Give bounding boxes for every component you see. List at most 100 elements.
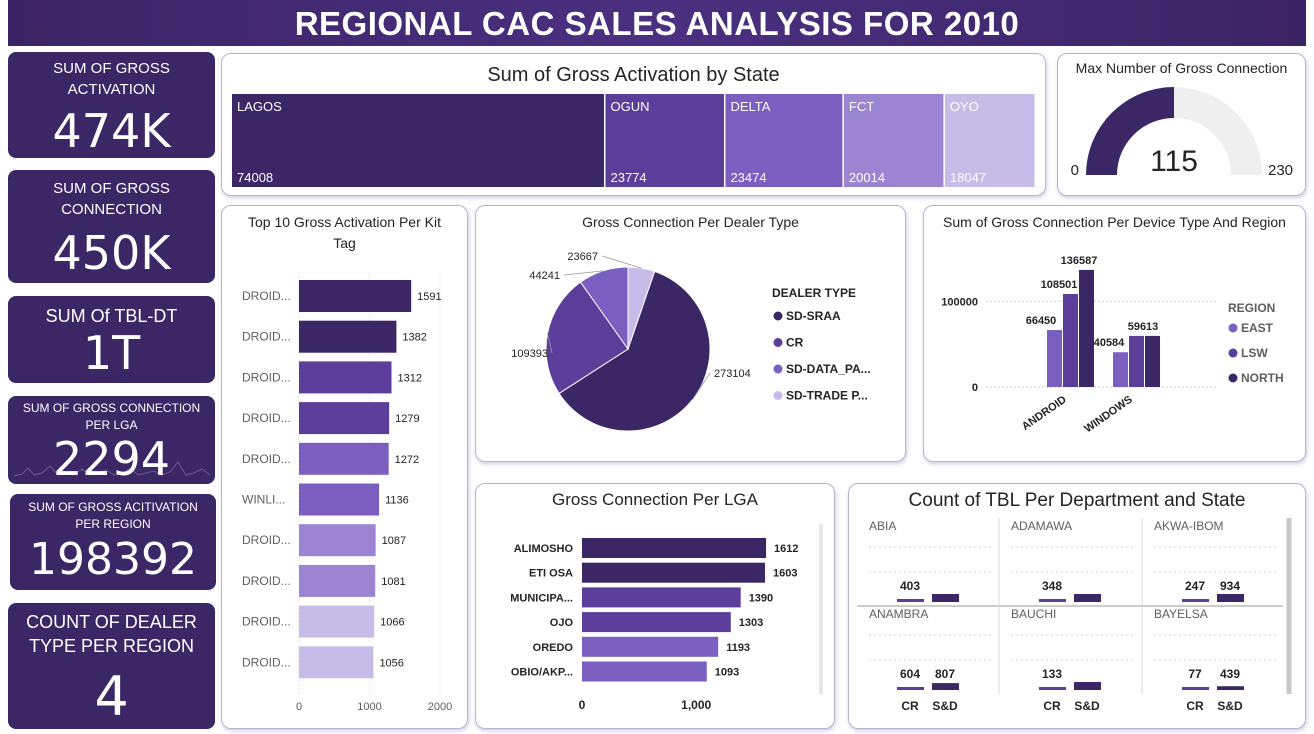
- tbl-bar: [1039, 687, 1066, 690]
- kpi-connection-per-lga[interactable]: SUM OF GROSS CONNECTION PER LGA 2294: [8, 396, 215, 484]
- kit-bar: [299, 524, 376, 557]
- treemap-card: Sum of Gross Activation by State LAGOS 74…: [221, 53, 1046, 196]
- tbl-bar: [1074, 594, 1101, 602]
- gauge-max-label: 230: [1268, 162, 1293, 179]
- leader-line: [692, 372, 711, 400]
- tbl-card: Count of TBL Per Department and State AB…: [848, 483, 1306, 729]
- data-label: 136587: [1061, 255, 1098, 267]
- kpi-label: SUM OF GROSS ACITIVATION PER REGION: [28, 500, 198, 531]
- category-label: WINLI...: [242, 493, 285, 507]
- kpi-activation-per-region[interactable]: SUM OF GROSS ACITIVATION PER REGION 1983…: [10, 494, 216, 590]
- device-bar: [1145, 335, 1160, 387]
- lga-bar: [582, 562, 766, 583]
- kpi-value: 450K: [52, 226, 171, 280]
- chart-title: Sum of Gross Connection Per Device Type …: [943, 214, 1286, 230]
- dealer-pie-card: Gross Connection Per Dealer Type 273104 1…: [475, 205, 906, 462]
- category-label: OBIO/AKP...: [511, 667, 573, 679]
- y-tick-label: 100000: [941, 296, 978, 308]
- kpi-gross-activation[interactable]: SUM OF GROSS ACTIVATION 474K: [8, 52, 215, 158]
- panel-state-label: ADAMAWA: [1011, 519, 1072, 533]
- kit-tag-card: Top 10 Gross Activation Per Kit Tag 0 100…: [221, 205, 468, 729]
- legend-item: CR: [786, 336, 804, 350]
- data-label: 1066: [380, 617, 404, 629]
- panel-state-label: BAYELSA: [1154, 607, 1208, 621]
- y-tick-label: 0: [972, 382, 978, 394]
- kit-bar: [299, 320, 397, 353]
- chart-title: Gross Connection Per LGA: [552, 490, 758, 509]
- legend-item: SD-DATA_PA...: [786, 362, 871, 376]
- kit-bar: [299, 646, 374, 679]
- data-label: 1136: [385, 495, 409, 507]
- gauge-chart: 115 0 230: [1071, 87, 1293, 179]
- legend-item: SD-TRADE P...: [786, 389, 868, 403]
- chart-title: Max Number of Gross Connection: [1075, 60, 1288, 76]
- x-category-label: S&D: [932, 699, 958, 713]
- data-label: 807: [935, 667, 955, 681]
- kpi-dealer-type-count[interactable]: COUNT OF DEALER TYPE PER REGION 4: [8, 603, 215, 729]
- kpi-label: SUM OF GROSS CONNECTION PER LGA: [22, 401, 201, 432]
- chart-title: Count of TBL Per Department and State: [908, 490, 1246, 511]
- x-category-label: CR: [1043, 699, 1061, 713]
- data-label: 66450: [1026, 315, 1057, 327]
- tbl-bar: [1217, 686, 1244, 690]
- slice-label: 44241: [529, 270, 560, 282]
- kit-tag-bar-chart: 0 1000 2000 DROID... 1591 DROID... 1382 DROID..…: [242, 272, 452, 713]
- data-label: 604: [900, 667, 920, 681]
- legend-marker: [1228, 323, 1238, 333]
- tbl-bar: [897, 687, 924, 690]
- chart-title: Top 10 Gross Activation Per Kit Tag: [248, 214, 441, 251]
- dealer-pie-chart: 273104 109393 44241 23667 DEALER TYPE SD-SRAA…: [511, 251, 871, 432]
- lga-bar: [582, 538, 767, 558]
- device-bar: [1113, 352, 1128, 387]
- kit-bar: [299, 280, 412, 312]
- kit-bar: [299, 483, 380, 516]
- data-label: 1612: [774, 543, 798, 555]
- lga-bar: [582, 661, 707, 682]
- category-label: DROID...: [242, 289, 291, 303]
- legend-title: REGION: [1228, 301, 1275, 315]
- tbl-bar: [1217, 594, 1244, 602]
- legend-marker: [1228, 348, 1238, 358]
- data-label: 108501: [1041, 279, 1078, 291]
- treemap-tile-label: DELTA: [730, 99, 770, 114]
- kpi-label: SUM Of TBL-DT: [45, 306, 178, 326]
- data-label: 1603: [773, 568, 797, 580]
- kit-bar: [299, 564, 376, 597]
- treemap-chart: LAGOS 74008 OGUN 23774 DELTA 23474 FCT 20014 OYO…: [232, 94, 1035, 187]
- treemap-tile-value: 23774: [610, 170, 646, 185]
- gauge-card: Max Number of Gross Connection 115 0 230: [1057, 53, 1306, 196]
- legend-item: EAST: [1241, 321, 1274, 335]
- lga-bar: [582, 612, 731, 633]
- kpi-sparkline: [13, 461, 211, 477]
- kpi-label: SUM OF GROSS ACTIVATION: [53, 60, 170, 98]
- kit-bar: [299, 442, 389, 475]
- panel-state-label: ABIA: [869, 519, 896, 533]
- x-tick-label: 0: [579, 698, 586, 712]
- gauge-fill: [1086, 87, 1174, 175]
- pie-slice: [558, 270, 711, 432]
- tbl-bar: [932, 683, 959, 690]
- data-label: 1087: [382, 535, 406, 547]
- pie-slice: [627, 266, 656, 350]
- category-label: DROID...: [242, 574, 291, 588]
- data-label: 1279: [395, 413, 419, 425]
- slice-label: 23667: [567, 251, 598, 263]
- legend-item: SD-SRAA: [786, 309, 841, 323]
- tbl-bar: [1182, 687, 1209, 690]
- data-label: 1303: [739, 617, 763, 629]
- data-label: 1093: [715, 667, 739, 679]
- kpi-label: COUNT OF DEALER TYPE PER REGION: [26, 612, 197, 656]
- panel-state-label: ANAMBRA: [869, 607, 928, 621]
- kpi-tbl-dt[interactable]: SUM Of TBL-DT 1T: [8, 296, 215, 383]
- legend-marker: [773, 311, 783, 321]
- data-label: 1081: [381, 576, 405, 588]
- x-category-label: S&D: [1074, 699, 1100, 713]
- gauge-value: 115: [1150, 145, 1198, 178]
- category-label: ETI OSA: [529, 568, 573, 580]
- data-label: 59613: [1128, 321, 1159, 333]
- slice-label: 273104: [714, 368, 751, 380]
- tbl-small-multiples: ABIA 403 ADAMAWA 348 AKWA-IBOM 247 934 ANAMBRA 6…: [857, 518, 1292, 713]
- legend-title: DEALER TYPE: [772, 286, 856, 300]
- kpi-gross-connection[interactable]: SUM OF GROSS CONNECTION 450K: [8, 170, 215, 283]
- treemap-tile-label: FCT: [849, 99, 874, 114]
